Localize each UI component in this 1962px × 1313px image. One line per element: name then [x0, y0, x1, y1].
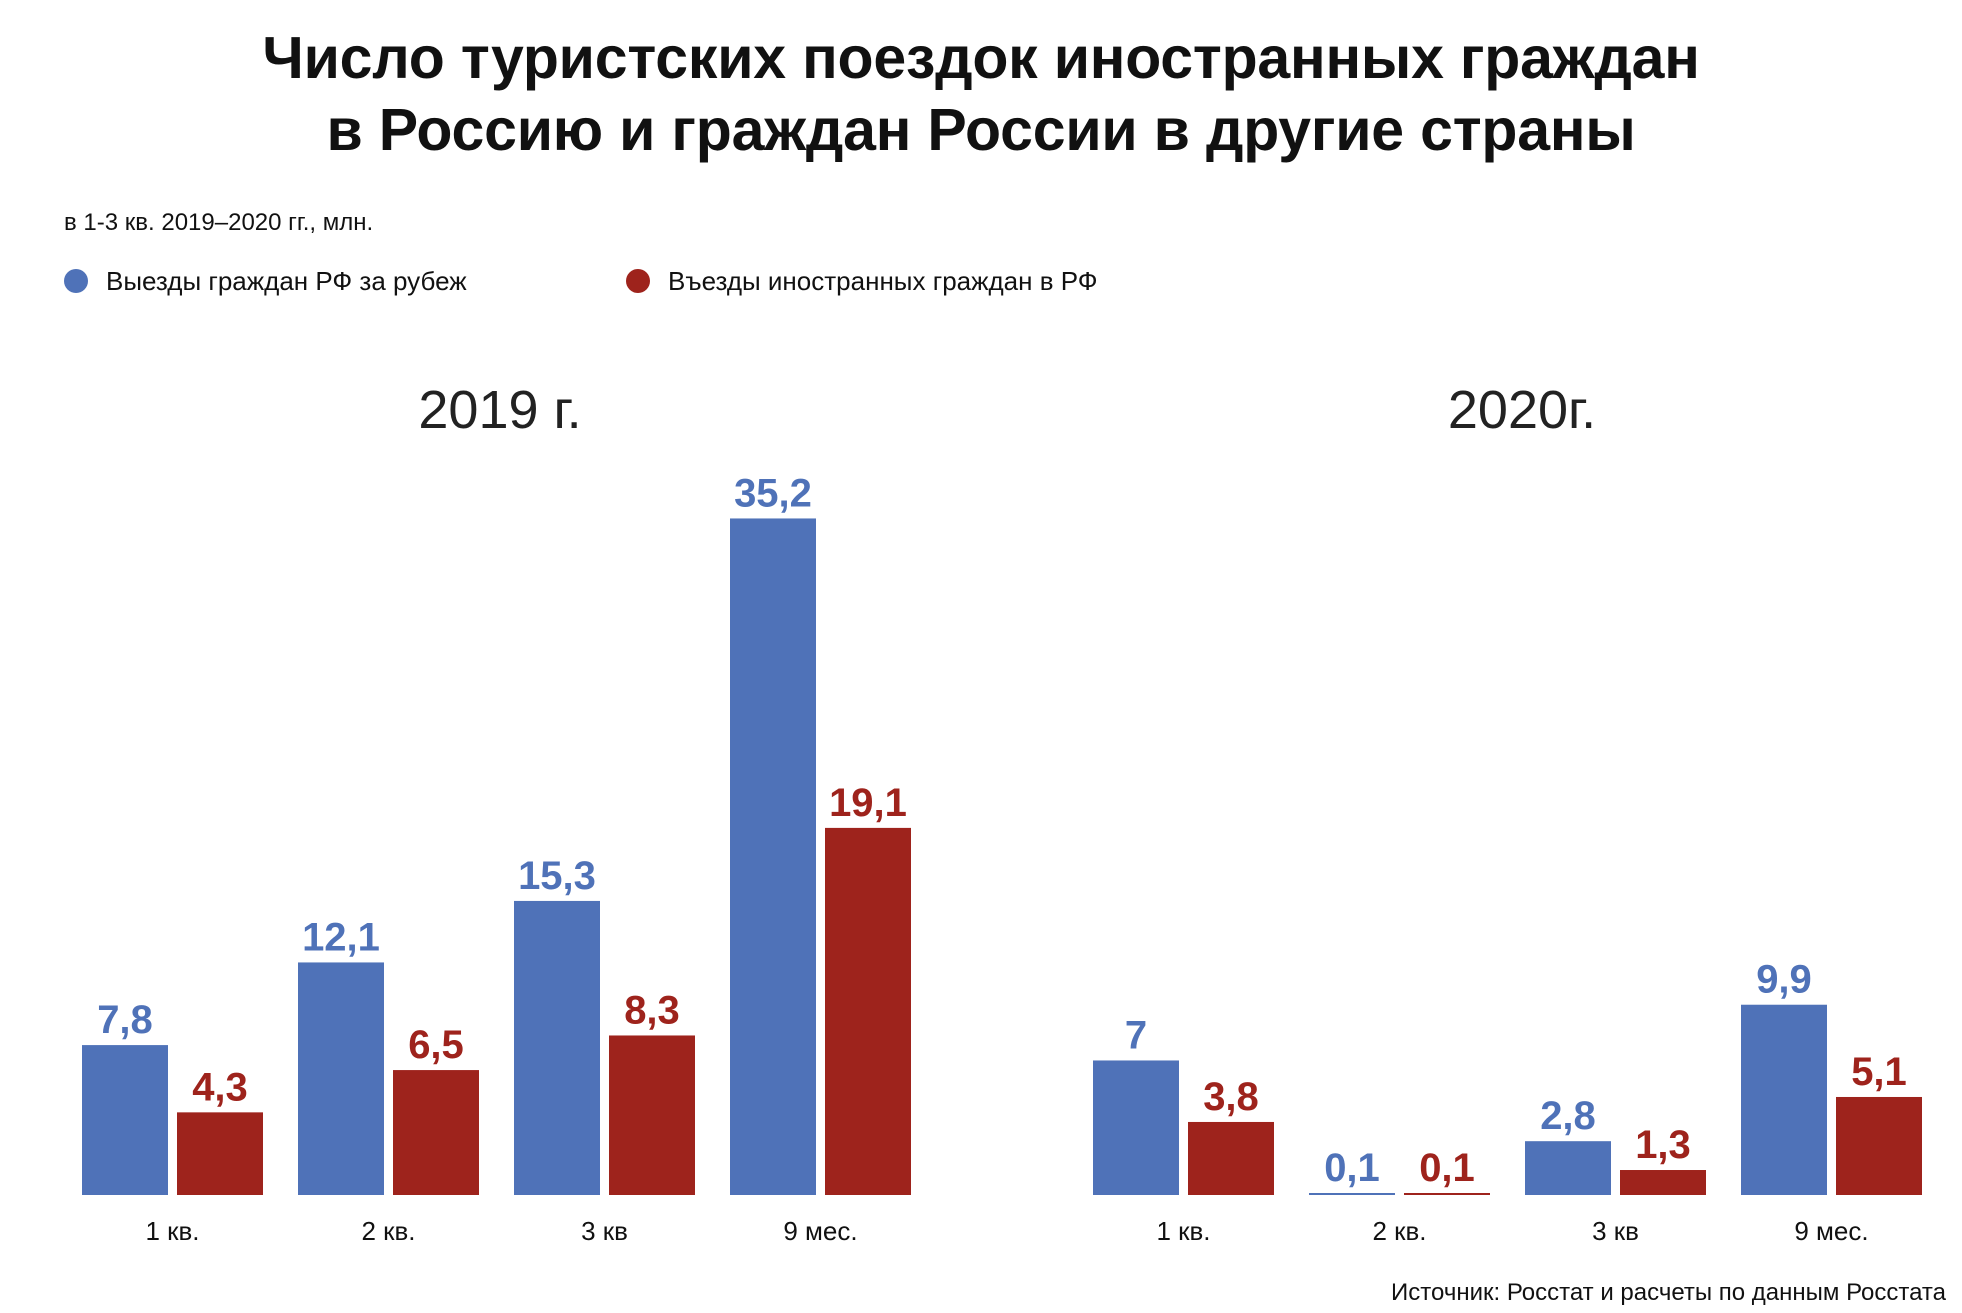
data-label-2-2-inbound: 0,1: [1419, 1146, 1475, 1190]
chart-title-line-2: в Россию и граждан России в другие стран…: [326, 97, 1636, 163]
bar-1-1-inbound: [177, 1112, 263, 1195]
data-label-1-3-inbound: 8,3: [624, 988, 680, 1032]
legend-item-outbound: Выезды граждан РФ за рубеж: [64, 264, 467, 298]
data-label-2-3-inbound: 1,3: [1635, 1123, 1691, 1167]
bar-1-3-outbound: [514, 900, 600, 1195]
panel-title-1: 2019 г.: [418, 380, 581, 440]
data-label-2-4-inbound: 5,1: [1851, 1050, 1907, 1094]
bar-1-1-outbound: [82, 1045, 168, 1195]
data-label-1-3-outbound: 15,3: [518, 854, 596, 898]
bar-2-3-outbound: [1525, 1141, 1611, 1195]
category-label-2-1: 1 кв.: [1156, 1216, 1210, 1246]
bar-2-4-inbound: [1836, 1096, 1922, 1195]
source-note: Источник: Росстат и расчеты по данным Ро…: [1391, 1279, 1946, 1306]
bar-2-4-outbound: [1741, 1004, 1827, 1195]
data-label-2-4-outbound: 9,9: [1756, 958, 1812, 1002]
data-label-1-1-outbound: 7,8: [97, 998, 153, 1042]
category-label-1-1: 1 кв.: [145, 1216, 199, 1246]
bar-1-4-inbound: [825, 827, 911, 1195]
category-label-1-3: 3 кв: [581, 1216, 628, 1246]
data-label-1-2-outbound: 12,1: [302, 915, 380, 959]
data-label-1-4-inbound: 19,1: [829, 781, 907, 825]
data-label-2-1-inbound: 3,8: [1203, 1075, 1259, 1119]
legend-label-inbound: Въезды иностранных граждан в РФ: [668, 266, 1098, 296]
bar-2-1-inbound: [1188, 1121, 1274, 1195]
chart-title-line-1: Число туристских поездок иностранных гра…: [262, 25, 1700, 91]
category-label-1-2: 2 кв.: [361, 1216, 415, 1246]
bar-1-2-inbound: [393, 1070, 479, 1195]
bar-1-4-outbound: [730, 518, 816, 1195]
category-label-2-4: 9 мес.: [1794, 1216, 1868, 1246]
bar-2-3-inbound: [1620, 1170, 1706, 1195]
bar-2-2-outbound: [1309, 1193, 1395, 1195]
category-label-2-2: 2 кв.: [1372, 1216, 1426, 1246]
legend-dot-blue-icon: [64, 269, 88, 293]
category-label-2-3: 3 кв: [1592, 1216, 1639, 1246]
bar-2-2-inbound: [1404, 1193, 1490, 1195]
data-label-1-2-inbound: 6,5: [408, 1023, 464, 1067]
data-label-1-4-outbound: 35,2: [734, 471, 812, 515]
bar-1-3-inbound: [609, 1035, 695, 1195]
data-label-2-3-outbound: 2,8: [1540, 1094, 1596, 1138]
legend-item-inbound: Въезды иностранных граждан в РФ: [626, 264, 1098, 298]
panel-title-2: 2020г.: [1448, 380, 1596, 440]
data-label-1-1-inbound: 4,3: [192, 1065, 248, 1109]
data-label-2-2-outbound: 0,1: [1324, 1146, 1380, 1190]
chart-subtitle: в 1-3 кв. 2019–2020 гг., млн.: [64, 209, 374, 236]
bar-2-1-outbound: [1093, 1060, 1179, 1195]
legend-dot-red-icon: [626, 269, 650, 293]
bar-1-2-outbound: [298, 962, 384, 1195]
chart-title: Число туристских поездок иностранных гра…: [0, 22, 1962, 166]
legend-label-outbound: Выезды граждан РФ за рубеж: [106, 266, 467, 296]
category-label-1-4: 9 мес.: [783, 1216, 857, 1246]
data-label-2-1-outbound: 7: [1125, 1013, 1147, 1057]
